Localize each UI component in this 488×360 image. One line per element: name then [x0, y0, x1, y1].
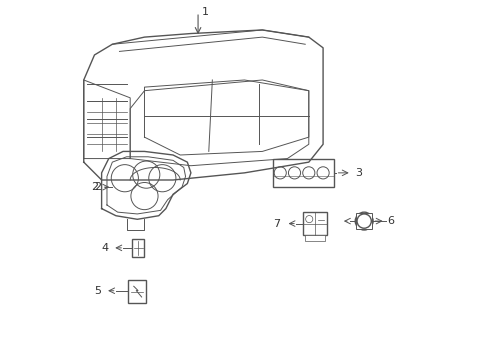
FancyBboxPatch shape	[305, 235, 324, 241]
Text: 2: 2	[94, 182, 102, 192]
Text: 6: 6	[386, 216, 394, 226]
Text: 1: 1	[201, 7, 208, 17]
Text: 4: 4	[102, 243, 108, 253]
Text: 3: 3	[354, 168, 362, 178]
Text: 5: 5	[94, 286, 102, 296]
FancyBboxPatch shape	[128, 280, 146, 303]
FancyBboxPatch shape	[303, 212, 326, 235]
Text: 2: 2	[91, 182, 98, 192]
FancyBboxPatch shape	[132, 239, 144, 257]
Text: 7: 7	[272, 219, 280, 229]
FancyBboxPatch shape	[272, 158, 333, 187]
FancyBboxPatch shape	[355, 213, 372, 229]
